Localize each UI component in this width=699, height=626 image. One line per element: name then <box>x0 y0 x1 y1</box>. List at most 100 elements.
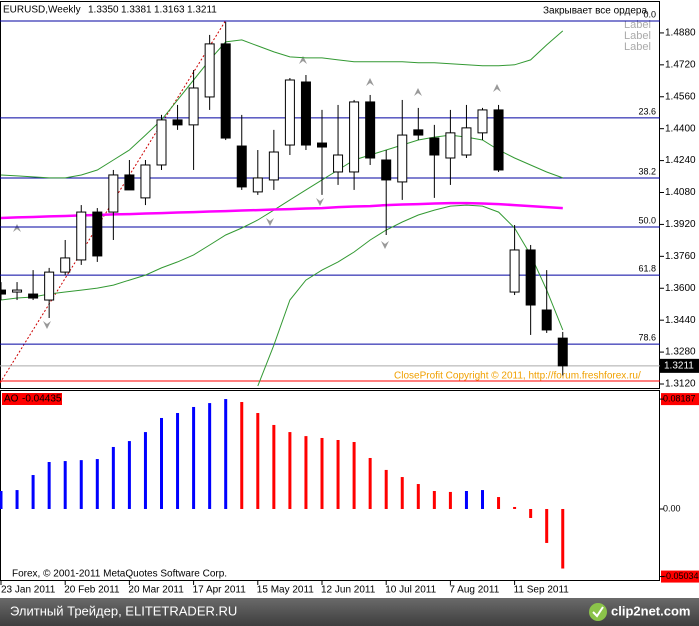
y-tick-label: 1.3760 <box>665 251 696 262</box>
quote-low: 1.3163 <box>154 5 185 16</box>
candle-body <box>300 81 311 146</box>
candle-body <box>44 271 55 301</box>
ao-bar <box>336 439 340 509</box>
x-tick-label: 11 Sep 2011 <box>514 585 570 596</box>
ao-bar <box>513 506 517 509</box>
main-plot <box>0 20 660 387</box>
ao-bar <box>288 432 292 509</box>
ao-bar <box>111 446 115 509</box>
candle-body <box>12 289 23 293</box>
y-tick-label-bg <box>661 393 699 406</box>
ao-bar <box>529 508 533 518</box>
y-tick-label: 0.00 <box>663 503 681 513</box>
ao-bar <box>47 462 51 509</box>
ao-bar <box>143 432 147 509</box>
candle-body <box>60 257 71 273</box>
candle-body <box>156 119 167 166</box>
fractal-down <box>316 198 324 206</box>
y-tick-label: 1.3920 <box>665 219 696 230</box>
ao-bar <box>561 508 565 569</box>
candle-body <box>172 119 183 126</box>
ao-bar <box>272 424 276 509</box>
ao-panel-frame <box>0 390 660 581</box>
ao-title: AO <box>4 394 19 405</box>
footer-bar <box>0 598 699 626</box>
fractal-down <box>43 321 51 329</box>
copyright-note: CloseProfit Copyright © 2011, http://for… <box>394 371 641 382</box>
candle-body <box>349 101 360 173</box>
y-tick-label: 1.3120 <box>665 379 696 390</box>
footer-caption: Элитный Трейдер, ELITETRADER.RU <box>10 603 237 618</box>
y-tick-label: 1.3600 <box>665 283 696 294</box>
fib-label: 61.8 <box>638 263 656 273</box>
candle-body <box>397 134 408 183</box>
ao-bar <box>176 413 180 509</box>
footer-logo: clip2net.com <box>611 603 690 618</box>
x-tick-label: 23 Jan 2011 <box>1 585 56 596</box>
ao-bar <box>79 460 83 509</box>
candle-body <box>76 211 87 261</box>
fractal-up <box>414 88 422 96</box>
candle-body <box>493 109 504 171</box>
ao-bar <box>400 477 404 509</box>
ao-bar <box>545 508 549 543</box>
y-tick-label: 1.3440 <box>665 315 696 326</box>
x-tick-label: 10 Jul 2011 <box>385 585 436 596</box>
candle-body <box>220 43 231 139</box>
indicator-line <box>257 204 564 387</box>
ao-bar <box>256 413 260 509</box>
x-tick-label: 17 Apr 2011 <box>193 585 247 596</box>
y-tick-label: 1.3280 <box>665 347 696 358</box>
fib-label: 38.2 <box>638 166 656 176</box>
ao-bar <box>464 491 468 509</box>
ao-bar <box>304 436 308 509</box>
x-tick-label: 20 Mar 2011 <box>128 585 184 596</box>
price-box <box>660 358 699 373</box>
candle-body <box>252 177 263 193</box>
fractal-up <box>299 56 307 64</box>
label-text: Label <box>624 30 651 42</box>
fib-label: 23.6 <box>638 106 656 116</box>
candle-body <box>108 174 119 213</box>
candle-body <box>381 159 392 181</box>
y-tick-label: 1.4560 <box>665 91 696 102</box>
ao-bar <box>240 402 244 509</box>
candle-body <box>284 79 295 146</box>
quote-open: 1.3350 <box>88 5 119 16</box>
y-tick-label: 1.4080 <box>665 187 696 198</box>
candle-body <box>236 145 247 188</box>
candle-body <box>509 249 520 293</box>
ao-bar <box>208 403 212 509</box>
ao-bar <box>320 437 324 509</box>
quote-high: 1.3381 <box>121 5 152 16</box>
label-text: Label <box>624 41 651 53</box>
candle-body <box>140 164 151 199</box>
y-tick-label: 0.08187 <box>663 393 696 403</box>
ao-bar <box>432 491 436 509</box>
y-tick-label-bg <box>661 570 699 583</box>
ao-bar <box>63 461 67 509</box>
close-all-label: Закрывает все ордера <box>543 6 647 17</box>
ao-bar <box>497 497 501 509</box>
ao-bar <box>481 490 484 509</box>
y-tick-label: 1.4400 <box>665 123 696 134</box>
ao-bar <box>160 417 163 509</box>
copyright: Forex, © 2001-2011 MetaQuotes Software C… <box>12 569 227 580</box>
logo-check <box>592 606 604 618</box>
y-tick-label: 1.4240 <box>665 155 696 166</box>
y-tick-label: 1.4720 <box>665 59 696 70</box>
ao-bar <box>416 484 420 509</box>
candle-body <box>268 151 279 181</box>
candle-body <box>124 174 135 191</box>
candle-body <box>204 43 215 98</box>
candle-body <box>461 127 472 156</box>
candle-body <box>557 337 568 367</box>
ao-bar <box>95 459 99 509</box>
background <box>0 0 699 598</box>
candle-body <box>525 249 536 306</box>
x-tick-label: 20 Feb 2011 <box>64 585 120 596</box>
fractal-down <box>266 218 274 226</box>
fractal-up <box>13 224 21 232</box>
ao-bar <box>15 490 19 509</box>
fractal-down <box>381 241 389 249</box>
